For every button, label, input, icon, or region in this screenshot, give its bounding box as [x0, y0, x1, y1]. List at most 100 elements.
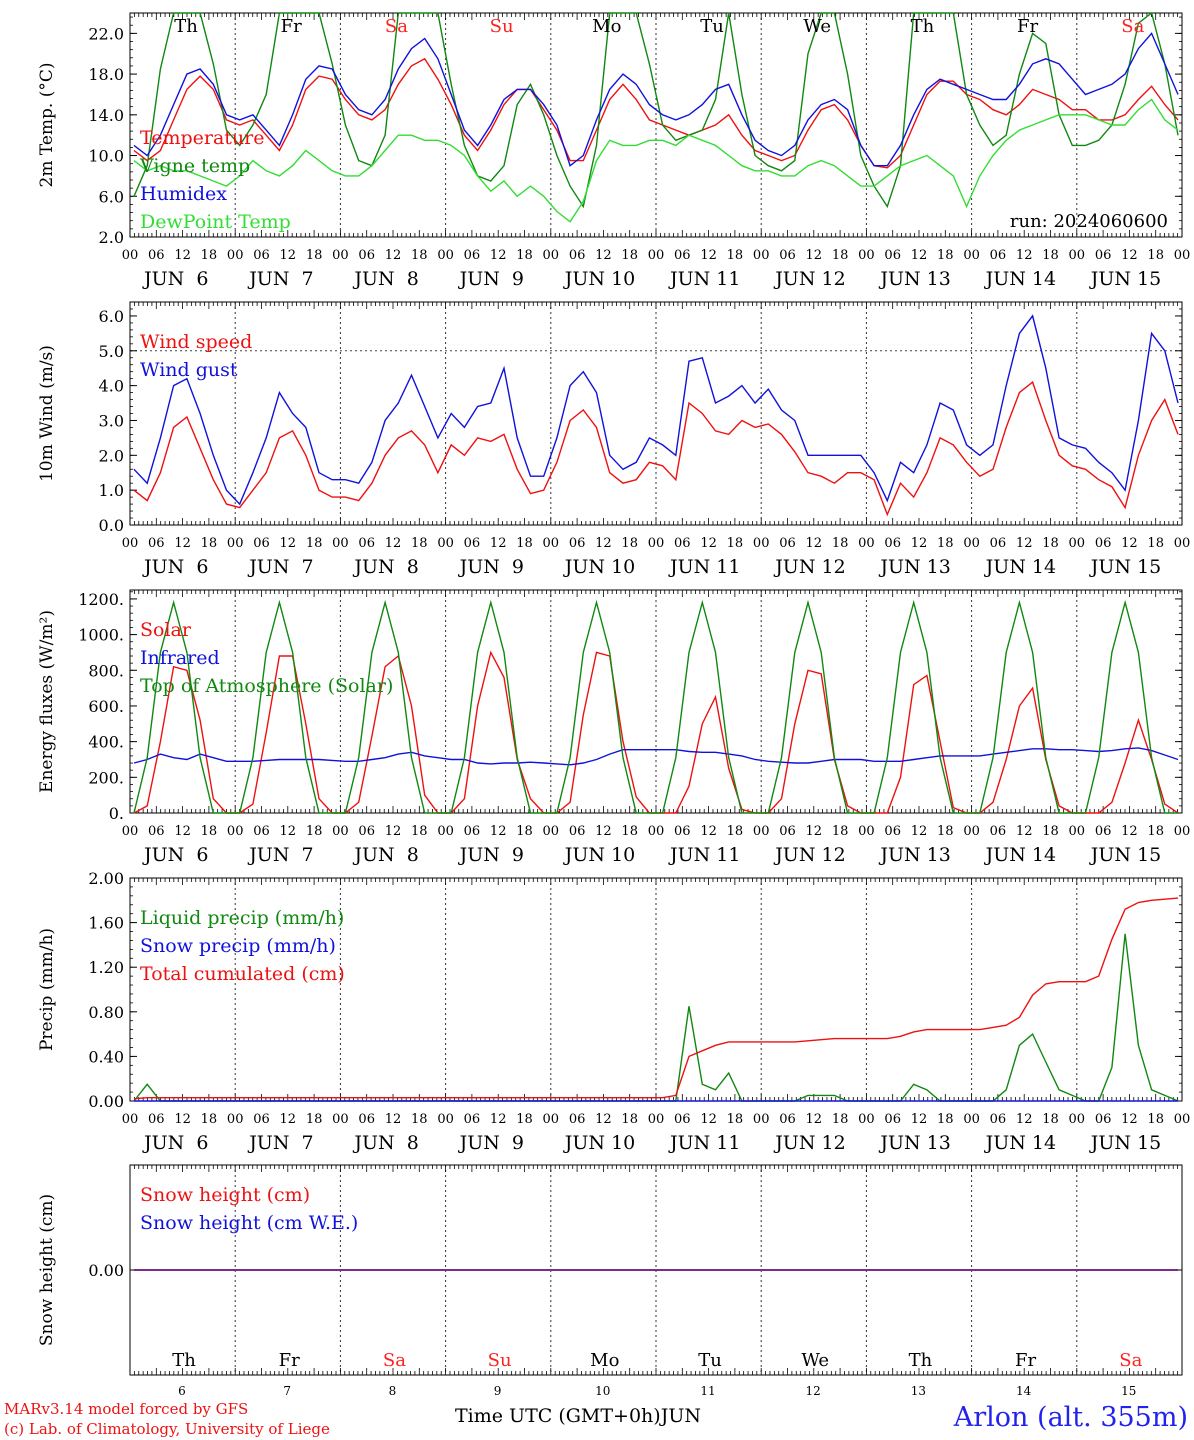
y-axis-label: Precip (mm/h) — [37, 928, 57, 1051]
y-tick-label: 0.00 — [88, 1092, 124, 1111]
day-number-label: 11 — [700, 1384, 715, 1398]
date-label: JUN 15 — [1089, 844, 1161, 866]
hour-tick-label: 18 — [516, 824, 533, 839]
y-tick-label: 18.0 — [88, 65, 124, 84]
hour-tick-label: 06 — [148, 536, 165, 551]
panel-1 — [129, 11, 1183, 238]
y-tick-label: 1000. — [78, 626, 124, 645]
hour-tick-label: 00 — [858, 1112, 875, 1127]
y-tick-label: 6.0 — [99, 187, 124, 206]
hour-tick-label: 12 — [385, 1112, 402, 1127]
hour-tick-label: 06 — [569, 824, 586, 839]
hour-tick-label: 18 — [1042, 824, 1059, 839]
hour-tick-label: 12 — [1016, 536, 1033, 551]
date-label: JUN 6 — [142, 268, 208, 290]
hour-tick-label: 06 — [779, 248, 796, 263]
hour-tick-label: 12 — [1121, 824, 1138, 839]
y-axis-label: 2m Temp. (°C) — [37, 62, 57, 187]
hour-tick-label: 18 — [411, 824, 428, 839]
hour-tick-label: 06 — [569, 536, 586, 551]
day-of-week-label: Fr — [281, 16, 302, 37]
day-of-week-label: Th — [911, 16, 935, 37]
hour-tick-label: 18 — [411, 1112, 428, 1127]
hour-tick-label: 18 — [201, 248, 218, 263]
y-tick-label: 1.0 — [99, 481, 124, 500]
hour-tick-label: 12 — [280, 824, 297, 839]
date-label: JUN 14 — [984, 556, 1056, 578]
day-number-label: 13 — [911, 1384, 926, 1398]
day-of-week-label: Tu — [698, 1350, 722, 1371]
day-of-week-label: Fr — [279, 1350, 300, 1371]
hour-tick-label: 12 — [174, 248, 191, 263]
date-label: JUN 10 — [563, 556, 635, 578]
date-label: JUN 13 — [878, 268, 950, 290]
hour-tick-label: 12 — [1016, 248, 1033, 263]
day-number-label: 9 — [494, 1384, 502, 1398]
day-number-label: 15 — [1121, 1384, 1136, 1398]
date-label: JUN 15 — [1089, 1132, 1161, 1154]
hour-tick-label: 18 — [727, 536, 744, 551]
legend-entry: Top of Atmosphere (Solar) — [140, 675, 393, 697]
hour-tick-label: 06 — [1095, 248, 1112, 263]
legend-entry: Vigne temp — [139, 155, 250, 177]
series-line-3 — [133, 32, 1179, 167]
y-tick-label: 2.00 — [88, 869, 124, 888]
hour-tick-label: 06 — [884, 536, 901, 551]
hour-tick-label: 06 — [674, 824, 691, 839]
hour-tick-label: 00 — [332, 824, 349, 839]
hour-tick-label: 06 — [358, 248, 375, 263]
hour-tick-label: 12 — [1121, 1112, 1138, 1127]
series-line-4 — [133, 98, 1179, 223]
hour-tick-label: 12 — [280, 536, 297, 551]
hour-tick-label: 18 — [621, 824, 638, 839]
hour-tick-label: 18 — [201, 824, 218, 839]
day-of-week-label: Su — [488, 1350, 512, 1371]
x-axis-label: Time UTC (GMT+0h) — [455, 1405, 661, 1427]
y-tick-label: 4.0 — [99, 377, 124, 396]
hour-tick-label: 18 — [201, 536, 218, 551]
hour-tick-label: 12 — [490, 1112, 507, 1127]
hour-tick-label: 18 — [1147, 248, 1164, 263]
hour-tick-label: 00 — [543, 536, 560, 551]
hour-tick-label: 00 — [1069, 824, 1086, 839]
legend-entry: Snow precip (mm/h) — [140, 935, 336, 957]
hour-tick-label: 06 — [253, 248, 270, 263]
hour-tick-label: 06 — [464, 536, 481, 551]
day-of-week-label: Fr — [1015, 1350, 1036, 1371]
hour-tick-label: 06 — [253, 824, 270, 839]
hour-tick-label: 00 — [122, 824, 139, 839]
hour-tick-label: 06 — [253, 536, 270, 551]
hour-tick-label: 12 — [595, 824, 612, 839]
hour-tick-label: 12 — [174, 1112, 191, 1127]
date-label: JUN 6 — [142, 844, 208, 866]
day-of-week-label: Fr — [1017, 16, 1038, 37]
hour-tick-label: 00 — [227, 1112, 244, 1127]
x-axis-unit: JUN — [660, 1405, 701, 1427]
hour-tick-label: 12 — [806, 536, 823, 551]
date-label: JUN 10 — [563, 1132, 635, 1154]
hour-tick-label: 00 — [648, 248, 665, 263]
hour-tick-label: 18 — [832, 1112, 849, 1127]
credit-line-1: MARv3.14 model forced by GFS — [4, 1400, 249, 1418]
y-tick-label: 10.0 — [88, 147, 124, 166]
date-label: JUN 11 — [668, 268, 740, 290]
day-of-week-label: Tu — [700, 16, 724, 37]
hour-tick-label: 18 — [1147, 1112, 1164, 1127]
hour-tick-label: 06 — [1095, 1112, 1112, 1127]
hour-tick-label: 06 — [358, 536, 375, 551]
hour-tick-label: 12 — [911, 824, 928, 839]
date-label: JUN 12 — [773, 1132, 845, 1154]
hour-tick-label: 06 — [779, 1112, 796, 1127]
hour-tick-label: 12 — [700, 824, 717, 839]
hour-tick-label: 18 — [1147, 824, 1164, 839]
hour-tick-label: 00 — [122, 1112, 139, 1127]
hour-tick-label: 12 — [595, 536, 612, 551]
hour-tick-label: 00 — [437, 248, 454, 263]
legend-entry: Total cumulated (cm) — [140, 963, 345, 985]
hour-tick-label: 12 — [806, 824, 823, 839]
hour-tick-label: 18 — [937, 248, 954, 263]
date-label: JUN 9 — [458, 1132, 524, 1154]
legend-entry: Snow height (cm) — [140, 1184, 310, 1206]
y-tick-label: 22.0 — [88, 24, 124, 43]
legend-entry: Solar — [140, 619, 192, 641]
